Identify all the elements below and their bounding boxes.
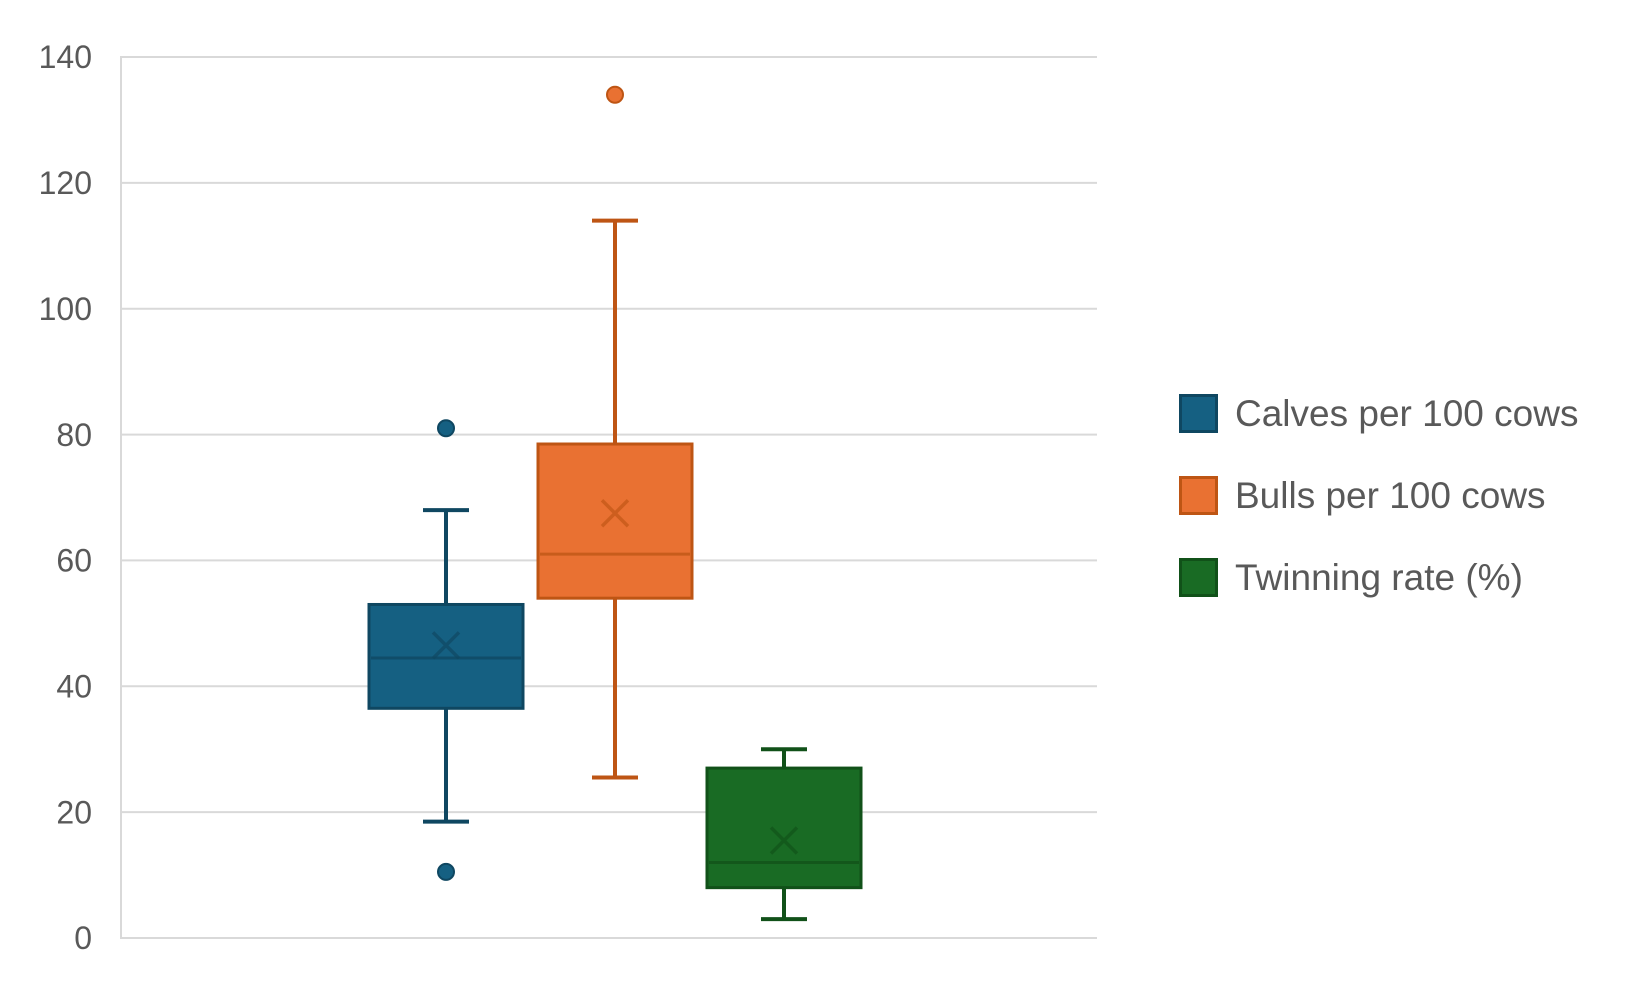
box: [536, 442, 694, 600]
legend: Calves per 100 cows Bulls per 100 cows T…: [1179, 394, 1578, 640]
legend-swatch-calves-icon: [1179, 394, 1218, 433]
mean-marker-icon: [769, 826, 799, 855]
y-axis-tick-label: 60: [56, 543, 92, 579]
mean-marker-icon: [431, 631, 461, 660]
legend-swatch-bulls-icon: [1179, 476, 1218, 515]
y-axis-tick-label: 0: [74, 920, 92, 956]
legend-label-twinning: Twinning rate (%): [1235, 557, 1523, 598]
y-axis-tick-label: 80: [56, 417, 92, 453]
y-axis-tick-label: 20: [56, 794, 92, 830]
outlier-dot: [437, 862, 455, 881]
y-axis-tick-label: 100: [39, 291, 92, 327]
y-axis-tick-label: 40: [56, 668, 92, 704]
y-axis-tick-label: 140: [39, 39, 92, 75]
legend-item-calves-per-100-cows: Calves per 100 cows: [1179, 394, 1578, 433]
legend-label-bulls: Bulls per 100 cows: [1235, 475, 1546, 516]
outlier-dot: [606, 85, 624, 104]
legend-label-calves: Calves per 100 cows: [1235, 393, 1579, 434]
box: [705, 766, 863, 890]
legend-item-twinning-rate: Twinning rate (%): [1179, 558, 1578, 597]
mean-marker-icon: [600, 498, 630, 528]
outlier-dot: [437, 419, 455, 438]
y-axis-tick-label: 120: [39, 165, 92, 201]
legend-swatch-twinning-icon: [1179, 558, 1218, 597]
box: [367, 602, 525, 710]
legend-item-bulls-per-100-cows: Bulls per 100 cows: [1179, 476, 1578, 515]
